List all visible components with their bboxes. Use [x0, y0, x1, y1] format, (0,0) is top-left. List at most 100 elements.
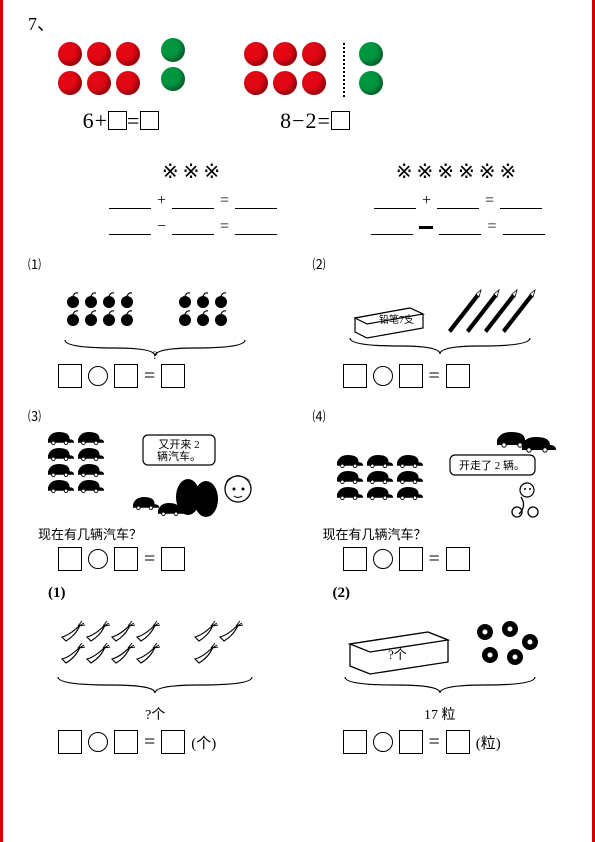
answer-blank[interactable] [109, 220, 151, 235]
sub-label: ⑶ [28, 406, 283, 425]
answer-box[interactable] [114, 730, 138, 754]
answer-blank[interactable] [235, 194, 277, 209]
answer-blank[interactable] [503, 220, 545, 235]
cars-diagram-4: 开走了 2 辆。 [322, 427, 557, 522]
question-number: 7、 [28, 10, 567, 36]
sub-label: ⑴ [28, 254, 283, 273]
plus-sign: + [422, 192, 431, 210]
svg-text:开走了 2 辆。: 开走了 2 辆。 [459, 458, 525, 472]
answer-box[interactable] [343, 364, 367, 388]
answer-box[interactable] [58, 364, 82, 388]
answer-box[interactable] [58, 547, 82, 571]
answer-box[interactable] [140, 111, 159, 130]
red-dot [273, 42, 297, 66]
equation-boxes: = [313, 364, 568, 388]
operator-circle[interactable] [373, 732, 393, 752]
operator-circle[interactable] [88, 366, 108, 386]
equation-boxes: = (粒) [313, 730, 568, 754]
answer-blank[interactable] [439, 220, 481, 235]
expression-right: 8−2= [280, 108, 350, 134]
svg-text:铅笔7支: 铅笔7支 [379, 313, 414, 326]
pencils-diagram: 铅笔7支 [330, 280, 550, 360]
sub-label: ⑷ [313, 406, 568, 425]
red-dot [302, 42, 326, 66]
red-dot [58, 42, 82, 66]
unit-label: (个) [191, 732, 216, 753]
operator-circle[interactable] [373, 549, 393, 569]
equation-boxes: = [28, 364, 283, 388]
answer-box[interactable] [58, 730, 82, 754]
star-problem-right: ※※※※※※ + = = [328, 159, 588, 236]
answer-box[interactable] [446, 364, 470, 388]
picture-problem-3: ⑶ 又开来 2 辆汽车。 现在有几辆汽车？ [28, 406, 283, 571]
green-dot [359, 42, 383, 66]
red-dot [244, 42, 268, 66]
answer-box[interactable] [114, 547, 138, 571]
operator-circle[interactable] [88, 732, 108, 752]
svg-text:又开来 2: 又开来 2 [158, 438, 199, 451]
equals-sign: = [220, 218, 229, 236]
equation-line: = [371, 218, 544, 236]
answer-box[interactable] [399, 730, 423, 754]
picture-problem-4: ⑷ 开走了 2 辆。 [313, 406, 568, 571]
circle-problem-right: 8−2= [244, 42, 386, 134]
minus-sign [419, 226, 433, 229]
answer-box[interactable] [446, 547, 470, 571]
answer-box[interactable] [399, 364, 423, 388]
answer-blank[interactable] [500, 194, 542, 209]
bottom-problem-2: (2) ?个 17 粒 = (粒) [313, 585, 568, 754]
equals-sign: = [144, 548, 155, 571]
picture-problem-1: ⑴ ? = [28, 254, 283, 388]
red-dot [116, 42, 140, 66]
expr-text: 6+ [83, 108, 108, 133]
answer-box[interactable] [343, 730, 367, 754]
bottom-problem-1: (1) ?个 = (个) [28, 585, 283, 754]
circle-problem-left: 6+ = [58, 42, 184, 134]
sub-label: ⑵ [313, 254, 568, 273]
answer-blank[interactable] [172, 220, 214, 235]
answer-blank[interactable] [109, 194, 151, 209]
star-icons: ※※※ [162, 159, 224, 184]
answer-blank[interactable] [172, 194, 214, 209]
star-problems-row: ※※※ + = − = ※※※※※※ + = [28, 159, 567, 236]
answer-box[interactable] [399, 547, 423, 571]
brace-label: ?个 [28, 704, 283, 724]
equation-boxes: = (个) [28, 730, 283, 754]
answer-blank[interactable] [235, 220, 277, 235]
equation-boxes: = [28, 547, 283, 571]
brace-label: 17 粒 [313, 704, 568, 724]
equation-line: − = [109, 218, 277, 236]
equals-sign: = [144, 365, 155, 388]
expr-text: 8−2= [280, 108, 331, 133]
equals-sign: = [487, 218, 496, 236]
answer-box[interactable] [114, 364, 138, 388]
svg-text:?: ? [153, 348, 158, 360]
answer-box[interactable] [161, 547, 185, 571]
operator-circle[interactable] [88, 549, 108, 569]
answer-blank[interactable] [437, 194, 479, 209]
caption: 现在有几辆汽车？ [313, 524, 568, 543]
answer-box[interactable] [331, 111, 350, 130]
equation-line: + = [374, 192, 542, 210]
answer-box[interactable] [161, 364, 185, 388]
answer-blank[interactable] [371, 220, 413, 235]
red-dot [302, 71, 326, 95]
answer-box[interactable] [108, 111, 127, 130]
red-dot [58, 71, 82, 95]
equals-sign: = [429, 731, 440, 754]
equals-sign: = [429, 548, 440, 571]
circle-problems-row: 6+ = 8−2= [28, 42, 567, 134]
red-dot [87, 71, 111, 95]
red-dot [87, 42, 111, 66]
red-dot [116, 71, 140, 95]
expr-eq: = [127, 108, 140, 133]
answer-box[interactable] [446, 730, 470, 754]
star-icons: ※※※※※※ [396, 159, 521, 184]
unit-label: (粒) [476, 732, 501, 753]
equation-boxes: = [313, 547, 568, 571]
answer-box[interactable] [343, 547, 367, 571]
answer-box[interactable] [161, 730, 185, 754]
red-dot [244, 71, 268, 95]
answer-blank[interactable] [374, 194, 416, 209]
operator-circle[interactable] [373, 366, 393, 386]
